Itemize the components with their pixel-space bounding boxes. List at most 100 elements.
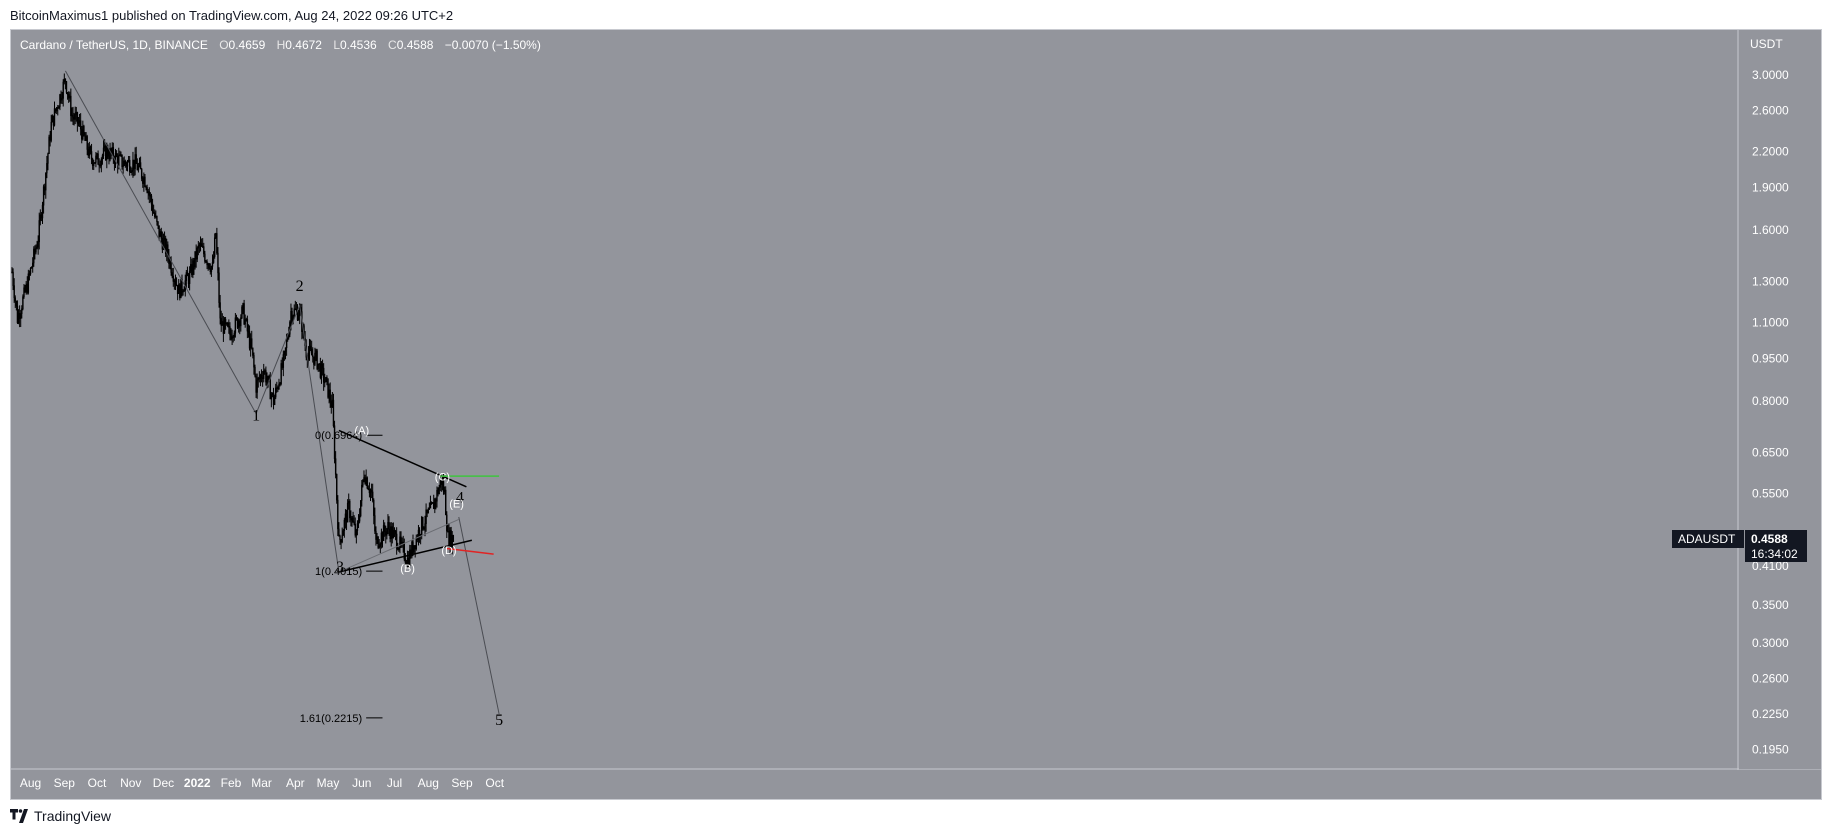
candle-body (308, 345, 311, 354)
candle-body (378, 546, 380, 548)
candle-body (196, 247, 198, 260)
candle-body (423, 527, 425, 530)
candle-body (179, 284, 181, 299)
triangle-upper-line (338, 429, 467, 488)
candle-body (349, 500, 351, 519)
candle-body (181, 279, 183, 292)
ohlc-legend[interactable]: Cardano / TetherUS, 1D, BINANCE O0.4659 … (20, 38, 541, 52)
candle-body (258, 377, 261, 380)
candle-body (368, 489, 371, 494)
candle-body (266, 380, 268, 383)
price-tick-label: 0.3000 (1752, 636, 1789, 650)
candle-body (263, 370, 265, 379)
candle-body (105, 145, 107, 161)
support-line (446, 547, 494, 555)
candle-body (67, 94, 70, 99)
candle-body (37, 241, 39, 248)
candle-body (244, 319, 246, 325)
footer-brand-text: TradingView (34, 808, 112, 824)
triangle-inner-line (338, 518, 459, 573)
wave-label-5: 5 (495, 712, 503, 729)
candle-body (11, 271, 13, 274)
symbol-title[interactable]: Cardano / TetherUS, 1D, BINANCE (20, 38, 208, 52)
candle-body (72, 114, 74, 118)
candle-body (219, 302, 221, 319)
candle-body (239, 320, 241, 327)
candle-body (34, 248, 36, 253)
candle-body (234, 317, 237, 334)
wave-label-4: 4 (456, 490, 464, 507)
candle-body (343, 519, 346, 531)
candle-body (350, 517, 352, 521)
candle-body (73, 116, 75, 120)
candle-body (436, 489, 438, 502)
candle-body (102, 147, 105, 156)
candle-body (14, 297, 16, 302)
close-value: 0.4588 (396, 38, 434, 52)
candle-body (379, 543, 382, 547)
candle-body (272, 392, 275, 405)
candle-body (133, 159, 135, 170)
triangle-label: (D) (441, 545, 456, 557)
candle-body (427, 508, 429, 514)
candle-body (185, 272, 188, 281)
candle-body (232, 336, 234, 338)
candle-body (70, 95, 72, 117)
candle-body (356, 523, 359, 531)
candles-layer (11, 73, 455, 570)
candle-body (136, 163, 139, 171)
candle-body (233, 332, 235, 338)
candle-body (324, 381, 326, 384)
candle-body (341, 535, 343, 543)
candle-body (288, 333, 290, 338)
candle-body (321, 363, 324, 369)
high-label: H (276, 38, 286, 52)
candle-body (139, 162, 142, 170)
candle-body (87, 149, 89, 156)
footer-brand[interactable]: TradingView (10, 808, 111, 824)
candle-body (434, 498, 436, 510)
candle-body (30, 266, 33, 269)
candle-body (23, 287, 25, 298)
candle-body (265, 370, 267, 383)
candle-body (20, 313, 22, 319)
chart-frame[interactable] (10, 29, 1822, 800)
candle-body (125, 163, 128, 167)
price-axis-bg (1739, 30, 1821, 769)
time-axis-bg (11, 770, 1821, 799)
candle-body (294, 308, 297, 311)
candle-body (240, 317, 242, 327)
candle-body (193, 260, 195, 268)
candle-body (13, 285, 15, 299)
candle-body (33, 248, 35, 264)
candle-body (140, 168, 143, 179)
candle-body (206, 261, 208, 266)
candle-body (124, 160, 127, 164)
candle-body (389, 528, 391, 540)
candle-body (15, 300, 18, 307)
candle-body (58, 106, 60, 109)
candle-body (445, 489, 447, 516)
candle-body (168, 255, 170, 265)
candle-body (16, 305, 19, 323)
time-tick-label: Sep (54, 776, 76, 790)
candle-body (361, 484, 363, 501)
candle-body (74, 114, 76, 120)
candle-body (281, 363, 283, 368)
candle-body (333, 425, 336, 459)
candle-body (285, 339, 288, 349)
candle-body (428, 507, 431, 510)
candle-body (48, 136, 50, 155)
candle-body (297, 315, 300, 321)
candle-body (66, 92, 69, 95)
triangle-label: (B) (400, 563, 415, 575)
candle-body (200, 243, 203, 247)
candle-body (353, 521, 355, 525)
candle-body (157, 221, 159, 226)
candle-body (98, 164, 100, 166)
candle-body (330, 401, 332, 408)
time-tick-label: Feb (221, 776, 242, 790)
time-tick-label: Dec (153, 776, 174, 790)
candle-body (36, 246, 38, 249)
